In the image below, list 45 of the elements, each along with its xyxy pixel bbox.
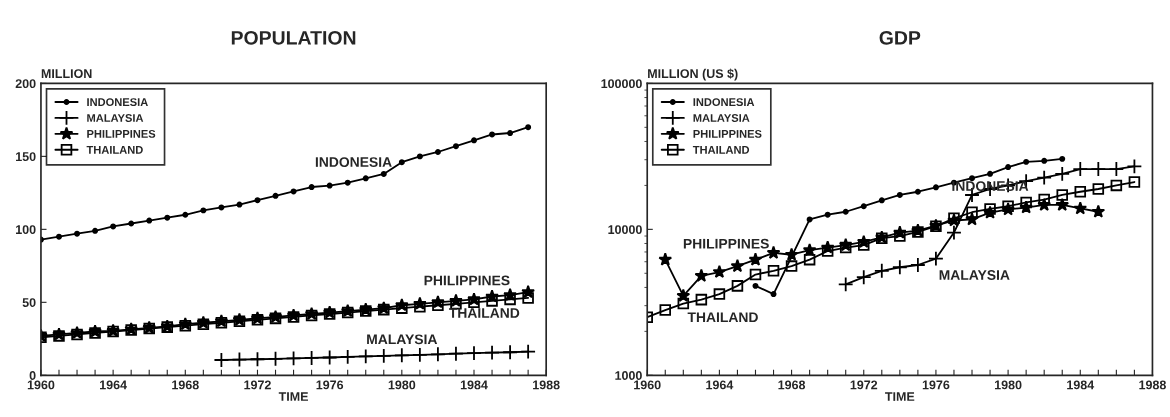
legend-label: PHILIPPINES [87,129,156,138]
y-tick-label: 150 [16,152,36,162]
legend-label: PHILIPPINES [693,129,762,138]
x-tick-label: 1968 [778,380,806,390]
legend-label: THAILAND [86,145,143,154]
x-tick-label: 1960 [634,380,661,390]
x-tick-label: 1984 [460,380,488,390]
y-axis-title: MILLION [41,69,92,79]
x-tick-label: 1980 [994,380,1022,390]
y-tick-label: 100 [16,225,36,234]
y-tick-label: 0 [29,371,36,380]
x-tick-label: 1984 [1067,380,1095,390]
y-tick-label: 100000 [601,79,642,89]
legend-label: MALAYSIA [87,114,144,122]
legend-label: INDONESIA [87,98,148,107]
x-tick-label: 1968 [172,380,199,390]
x-tick-label: 1980 [388,380,416,390]
annotation: PHILIPPINES [424,275,510,286]
annotation: THAILAND [687,312,758,322]
y-tick-label: 50 [22,298,36,307]
y-axis-title: MILLION (US $) [648,68,738,81]
y-tick-label: 1000 [615,371,642,380]
x-axis-title: TIME [278,392,309,401]
y-tick-label: 200 [15,79,36,89]
annotation: MALAYSIA [367,334,438,345]
x-tick-label: 1964 [100,380,127,390]
x-tick-label: 1960 [27,380,55,390]
x-tick-label: 1976 [316,380,344,390]
x-tick-label: 1976 [922,380,950,390]
x-tick-label: 1972 [244,380,271,390]
annotation: INDONESIA [315,157,392,167]
annotation: PHILIPPINES [683,238,769,249]
x-tick-label: 1964 [706,380,734,390]
legend-label: INDONESIA [693,98,755,107]
y-tick-label: 10000 [608,225,642,234]
chart-title: GDP [879,30,921,45]
legend-label: THAILAND [692,145,750,154]
annotation: MALAYSIA [939,270,1010,280]
x-axis-title: TIME [885,392,915,401]
legend-label: MALAYSIA [693,114,750,122]
x-tick-label: 1988 [1139,380,1166,390]
chart-title: POPULATION [231,30,356,45]
x-tick-label: 1972 [850,380,878,390]
x-tick-label: 1988 [533,380,560,390]
annotation: THAILAND [448,308,520,318]
